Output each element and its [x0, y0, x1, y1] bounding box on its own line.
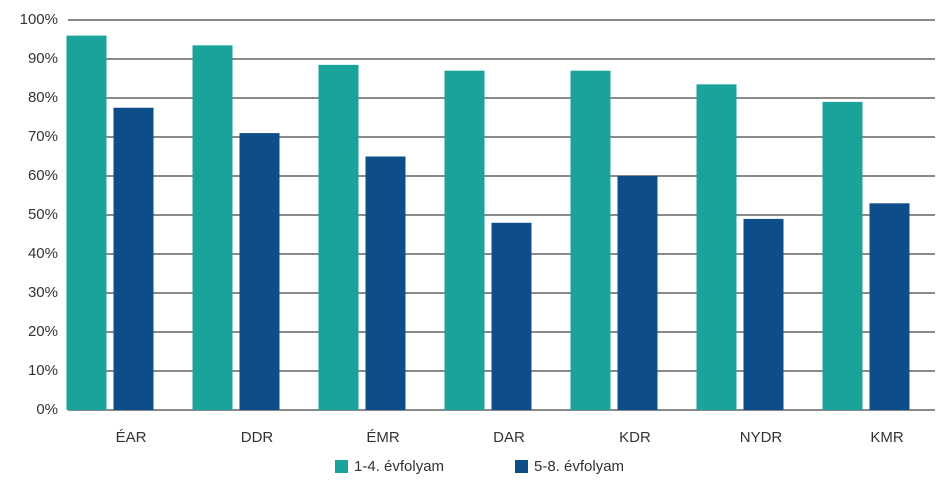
bar [113, 107, 154, 410]
legend-swatch [515, 460, 528, 473]
x-tick-label: DAR [493, 429, 525, 446]
bar [869, 203, 910, 410]
x-tick-label: ÉAR [116, 429, 147, 446]
y-tick-label: 0% [36, 401, 58, 418]
bar [192, 45, 233, 410]
y-tick-label: 100% [20, 11, 58, 28]
x-tick-label: ÉMR [366, 429, 400, 446]
y-tick-label: 50% [28, 206, 58, 223]
x-tick-label: KDR [619, 429, 651, 446]
y-tick-label: 30% [28, 284, 58, 301]
legend-swatch [335, 460, 348, 473]
bar [822, 101, 863, 411]
bar [743, 218, 784, 410]
bar [696, 84, 737, 410]
legend-label: 5-8. évfolyam [534, 458, 624, 475]
y-tick-label: 60% [28, 167, 58, 184]
bar [444, 70, 485, 410]
y-tick-label: 90% [28, 50, 58, 67]
x-tick-label: DDR [241, 429, 274, 446]
x-tick-label: KMR [870, 429, 904, 446]
x-tick-label: NYDR [740, 429, 783, 446]
bar [66, 35, 107, 410]
y-tick-label: 80% [28, 89, 58, 106]
y-tick-label: 10% [28, 362, 58, 379]
legend-label: 1-4. évfolyam [354, 458, 444, 475]
bar [570, 70, 611, 410]
bar [491, 222, 532, 410]
y-tick-label: 20% [28, 323, 58, 340]
y-tick-label: 40% [28, 245, 58, 262]
bar [365, 156, 406, 410]
bar [318, 64, 359, 410]
bar [617, 176, 658, 410]
y-tick-label: 70% [28, 128, 58, 145]
bar [239, 133, 280, 410]
